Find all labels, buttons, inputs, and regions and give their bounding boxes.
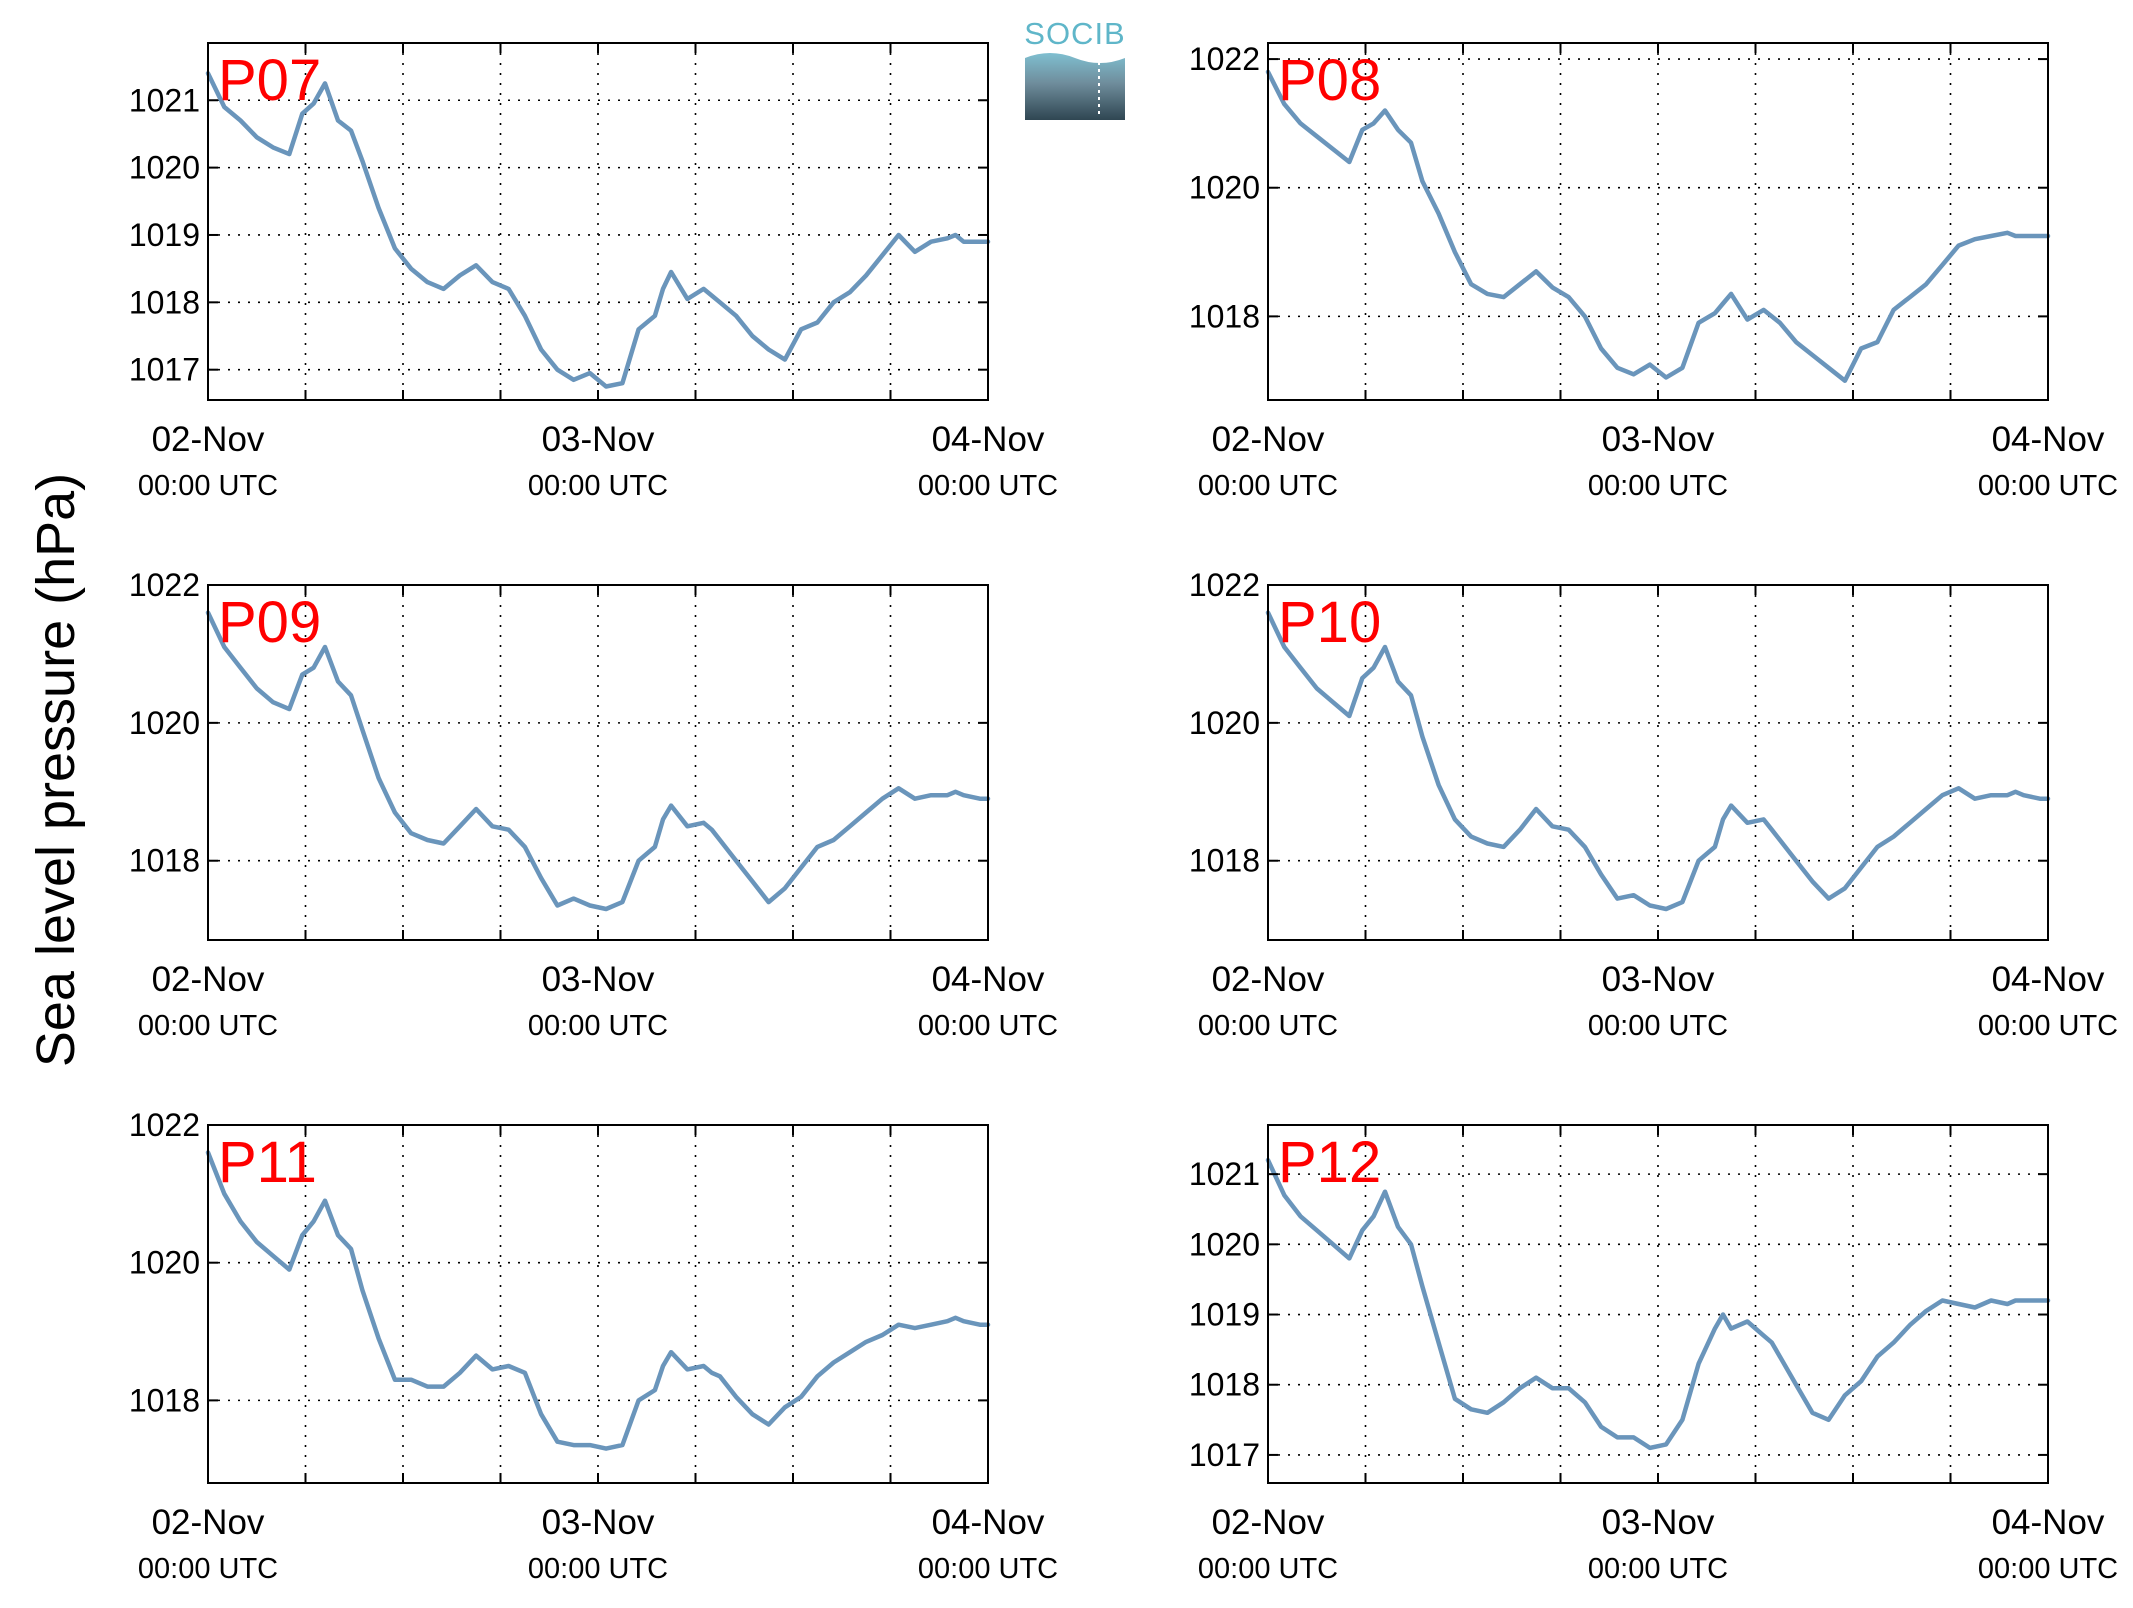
x-tick-label-time: 00:00 UTC <box>1588 470 1728 502</box>
x-tick-label-date: 03-Nov <box>1602 960 1715 999</box>
y-tick-label: 1022 <box>129 1107 200 1143</box>
axes-frame <box>1267 1124 2049 1484</box>
x-tick-label-date: 02-Nov <box>152 960 265 999</box>
x-tick-label-date: 02-Nov <box>152 1503 265 1542</box>
series-line-p07 <box>205 71 991 389</box>
chart-panel-p10: 1018 1020 1022 02-Nov 00:00 UTC 03-Nov 00:00 U… <box>1189 567 2118 1042</box>
y-tick-label: 1021 <box>1189 1156 1260 1192</box>
series-line-p10 <box>1265 610 2051 912</box>
x-tick-label-date: 02-Nov <box>152 420 265 459</box>
x-tick-label-time: 00:00 UTC <box>1588 1553 1728 1585</box>
panel-label: P09 <box>218 590 321 655</box>
x-tick-label-time: 00:00 UTC <box>1978 470 2118 502</box>
series-line-p09 <box>205 610 991 912</box>
x-tick-label-time: 00:00 UTC <box>1198 470 1338 502</box>
x-tick-label-time: 00:00 UTC <box>138 1010 278 1042</box>
x-tick-label-date: 04-Nov <box>932 1503 1045 1542</box>
y-tick-label: 1018 <box>1189 298 1260 334</box>
x-tick-label-date: 03-Nov <box>542 420 655 459</box>
x-tick-label-time: 00:00 UTC <box>528 470 668 502</box>
x-tick-label-time: 00:00 UTC <box>138 1553 278 1585</box>
chart-panel-p11: 1018 1020 1022 02-Nov 00:00 UTC 03-Nov 00:00 U… <box>129 1107 1058 1585</box>
y-tick-label: 1020 <box>1189 705 1260 741</box>
y-tick-label: 1022 <box>1189 41 1260 77</box>
y-tick-label: 1017 <box>1189 1437 1260 1473</box>
y-tick-label: 1020 <box>129 150 200 186</box>
x-tick-label-time: 00:00 UTC <box>918 470 1058 502</box>
x-tick-label-date: 03-Nov <box>1602 420 1715 459</box>
x-tick-label-time: 00:00 UTC <box>528 1010 668 1042</box>
y-tick-label: 1022 <box>129 567 200 603</box>
x-tick-label-date: 04-Nov <box>932 420 1045 459</box>
y-tick-label: 1019 <box>1189 1297 1260 1333</box>
x-tick-label-date: 03-Nov <box>1602 1503 1715 1542</box>
y-tick-label: 1018 <box>1189 843 1260 879</box>
panel-label: P12 <box>1278 1130 1381 1195</box>
series-line-p12 <box>1265 1157 2051 1451</box>
x-tick-label-time: 00:00 UTC <box>528 1553 668 1585</box>
x-tick-label-time: 00:00 UTC <box>1198 1010 1338 1042</box>
panel-label: P11 <box>218 1130 317 1195</box>
series-line-p08 <box>1265 69 2051 383</box>
x-tick-label-date: 04-Nov <box>1992 420 2105 459</box>
x-tick-label-time: 00:00 UTC <box>1978 1010 2118 1042</box>
x-tick-label-time: 00:00 UTC <box>1978 1553 2118 1585</box>
y-tick-label: 1020 <box>129 1245 200 1281</box>
x-tick-label-date: 04-Nov <box>1992 1503 2105 1542</box>
x-tick-label-date: 03-Nov <box>542 960 655 999</box>
y-tick-label: 1019 <box>129 217 200 253</box>
x-tick-label-time: 00:00 UTC <box>1198 1553 1338 1585</box>
y-tick-label: 1018 <box>129 843 200 879</box>
logo-text: SOCIB <box>1024 16 1125 51</box>
chart-panel-p12: 1017 1018 1019 1020 1021 02-Nov 00:00 UTC 03-No… <box>1189 1124 2118 1585</box>
y-tick-label: 1020 <box>1189 1226 1260 1262</box>
series-line-p11 <box>205 1150 991 1451</box>
axes-frame <box>207 1124 989 1484</box>
y-tick-label: 1022 <box>1189 567 1260 603</box>
y-tick-label: 1020 <box>129 705 200 741</box>
x-tick-label-time: 00:00 UTC <box>918 1010 1058 1042</box>
x-tick-label-date: 02-Nov <box>1212 1503 1325 1542</box>
panel-label: P10 <box>1278 590 1381 655</box>
x-tick-label-date: 04-Nov <box>932 960 1045 999</box>
x-tick-label-date: 03-Nov <box>542 1503 655 1542</box>
x-tick-label-time: 00:00 UTC <box>918 1553 1058 1585</box>
y-tick-label: 1018 <box>129 284 200 320</box>
axes-frame <box>1267 42 2049 401</box>
panel-label: P07 <box>218 48 321 113</box>
y-axis-label: Sea level pressure (hPa) <box>26 473 86 1067</box>
panel-label: P08 <box>1278 48 1381 113</box>
chart-panel-p09: 1018 1020 1022 02-Nov 00:00 UTC 03-Nov 00:00 U… <box>129 567 1058 1042</box>
chart-panel-p07: 1017 1018 1019 1020 1021 02-Nov 00:00 UTC 03-No… <box>129 42 1058 502</box>
y-tick-label: 1018 <box>1189 1367 1260 1403</box>
y-tick-label: 1020 <box>1189 170 1260 206</box>
x-tick-label-date: 02-Nov <box>1212 420 1325 459</box>
chart-panel-p08: 1018 1020 1022 02-Nov 00:00 UTC 03-Nov 00:00 U… <box>1189 41 2118 502</box>
socib-logo: SOCIB <box>1024 16 1125 120</box>
y-tick-label: 1017 <box>129 352 200 388</box>
y-tick-label: 1021 <box>129 82 200 118</box>
y-tick-label: 1018 <box>129 1382 200 1418</box>
axes-frame <box>207 42 989 401</box>
x-tick-label-date: 02-Nov <box>1212 960 1325 999</box>
x-tick-label-time: 00:00 UTC <box>1588 1010 1728 1042</box>
x-tick-label-time: 00:00 UTC <box>138 470 278 502</box>
x-tick-label-date: 04-Nov <box>1992 960 2105 999</box>
